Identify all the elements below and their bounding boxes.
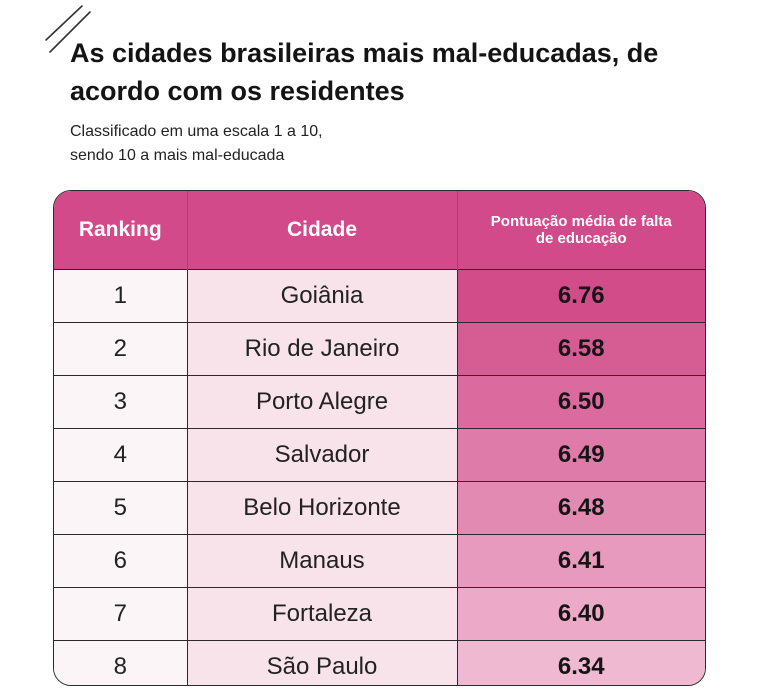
city-cell: Goiânia	[187, 269, 458, 323]
ranking-cell: 3	[54, 375, 188, 429]
score-cell: 6.40	[457, 587, 705, 641]
score-cell: 6.50	[457, 375, 705, 429]
table-header-row: Ranking Cidade Pontuação média de falta …	[54, 191, 705, 270]
table-body: 1 Goiânia 6.76 2 Rio de Janeiro 6.58 3 Porto Al…	[54, 269, 705, 685]
city-cell: Belo Horizonte	[187, 481, 458, 535]
table-row: 8 São Paulo 6.34	[54, 640, 705, 685]
score-cell: 6.48	[457, 481, 705, 535]
table-row: 4 Salvador 6.49	[54, 428, 705, 482]
city-cell: Fortaleza	[187, 587, 458, 641]
decorative-slash-icon	[45, 5, 91, 53]
table-row: 6 Manaus 6.41	[54, 534, 705, 588]
chart-title: As cidades brasileiras mais mal-educadas…	[70, 38, 659, 106]
ranking-cell: 5	[54, 481, 188, 535]
table-row: 7 Fortaleza 6.40	[54, 587, 705, 641]
city-cell: Manaus	[187, 534, 458, 588]
column-header-pontuacao: Pontuação média de falta de educação	[457, 191, 705, 270]
column-header-ranking: Ranking	[54, 191, 188, 270]
city-cell: Rio de Janeiro	[187, 322, 458, 376]
column-header-cidade: Cidade	[187, 191, 458, 270]
score-cell: 6.58	[457, 322, 705, 376]
city-cell: Porto Alegre	[187, 375, 458, 429]
ranking-cell: 4	[54, 428, 188, 482]
table-row: 2 Rio de Janeiro 6.58	[54, 322, 705, 376]
score-cell: 6.41	[457, 534, 705, 588]
city-cell: Salvador	[187, 428, 458, 482]
ranking-cell: 6	[54, 534, 188, 588]
ranking-table: Ranking Cidade Pontuação média de falta …	[53, 190, 706, 686]
table-row: 1 Goiânia 6.76	[54, 269, 705, 323]
table-row: 3 Porto Alegre 6.50	[54, 375, 705, 429]
ranking-cell: 8	[54, 640, 188, 685]
ranking-cell: 1	[54, 269, 188, 323]
score-cell: 6.76	[457, 269, 705, 323]
ranking-cell: 7	[54, 587, 188, 641]
score-cell: 6.34	[457, 640, 705, 685]
table-row: 5 Belo Horizonte 6.48	[54, 481, 705, 535]
chart-subtitle: Classificado em uma escala 1 a 10, sendo…	[70, 123, 323, 164]
ranking-cell: 2	[54, 322, 188, 376]
score-cell: 6.49	[457, 428, 705, 482]
city-cell: São Paulo	[187, 640, 458, 685]
